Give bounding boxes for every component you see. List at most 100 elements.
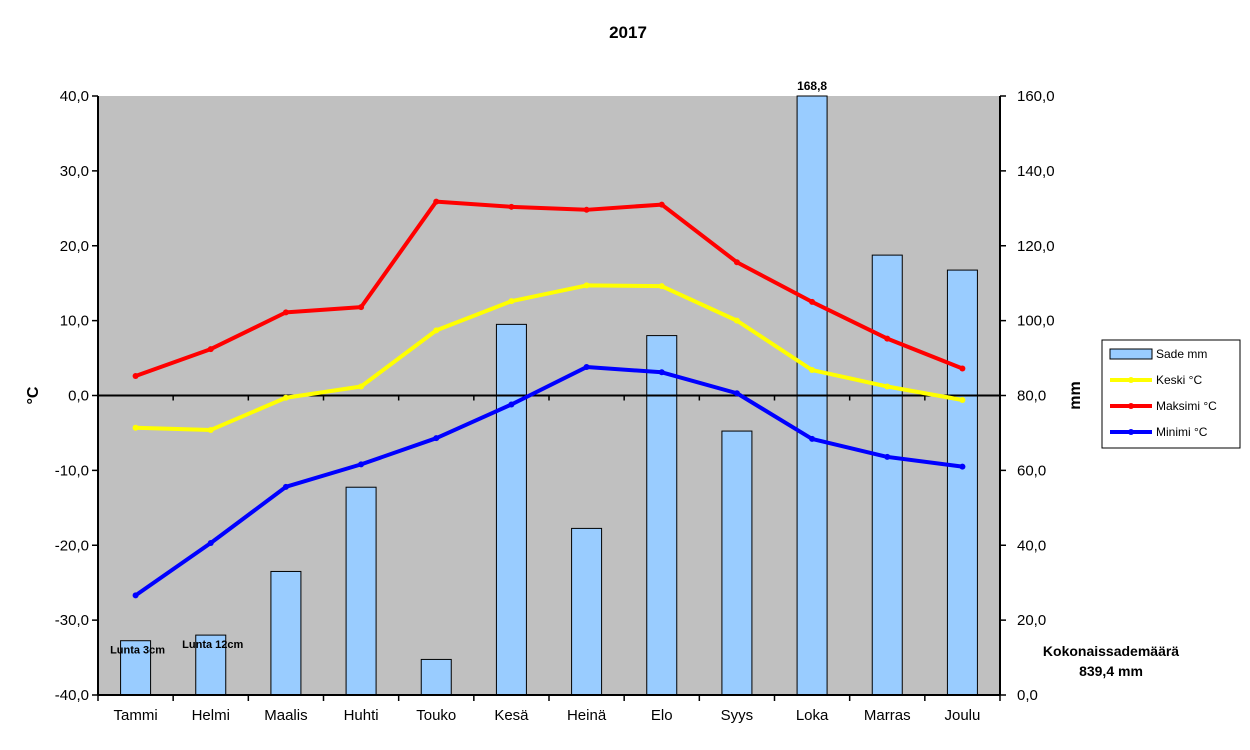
bar-value-label: 168,8	[797, 79, 827, 93]
y-left-tick-label: -30,0	[55, 612, 89, 629]
bar-Huhti	[345, 486, 377, 696]
x-tick-label: Kesä	[494, 707, 529, 724]
y-right-axis-label: mm	[1067, 381, 1084, 409]
y-right-tick-label: 20,0	[1017, 612, 1046, 629]
legend-swatch-marker	[1128, 429, 1134, 435]
point-maksimi	[132, 373, 139, 380]
precipitation-bars	[120, 95, 978, 696]
total-precipitation-value: 839,4 mm	[1079, 663, 1143, 679]
point-minimi	[433, 435, 440, 442]
total-precipitation-label: Kokonaissademäärä	[1043, 643, 1179, 659]
y-left-tick-label: 30,0	[60, 163, 89, 180]
y-left-tick-label: -40,0	[55, 687, 89, 704]
point-maksimi	[433, 198, 440, 205]
legend-swatch-marker	[1128, 377, 1134, 383]
point-keski	[658, 283, 665, 290]
point-maksimi	[583, 206, 590, 213]
point-maksimi	[658, 201, 665, 208]
point-keski	[358, 383, 365, 390]
point-keski	[282, 394, 289, 401]
point-keski	[207, 426, 214, 433]
snow-annotation: Lunta 12cm	[182, 639, 243, 651]
x-tick-label: Elo	[651, 707, 673, 724]
line-maksimi	[134, 199, 964, 378]
point-maksimi	[282, 309, 289, 316]
x-tick-label: Marras	[864, 707, 911, 724]
point-minimi	[809, 435, 816, 442]
y-right-tick-label: 100,0	[1017, 313, 1055, 330]
legend-swatch-marker	[1128, 403, 1134, 409]
point-keski	[959, 396, 966, 403]
y-right-tick-label: 80,0	[1017, 388, 1046, 405]
y-right-tick-label: 120,0	[1017, 238, 1055, 255]
legend-label: Keski °C	[1156, 373, 1202, 387]
y-right-tick-label: 140,0	[1017, 163, 1055, 180]
point-maksimi	[959, 365, 966, 372]
x-tick-label: Joulu	[944, 707, 980, 724]
line-minimi	[134, 365, 963, 598]
point-minimi	[884, 453, 891, 460]
y-right-tick-label: 160,0	[1017, 88, 1055, 105]
x-tick-label: Loka	[796, 707, 829, 724]
point-minimi	[282, 483, 289, 490]
y-left-tick-label: 10,0	[60, 313, 89, 330]
y-left-axis-label: °C	[25, 386, 42, 404]
y-right-tick-label: 0,0	[1017, 687, 1038, 704]
point-keski	[583, 282, 590, 289]
bar-Heinä	[571, 527, 603, 696]
point-minimi	[658, 369, 665, 376]
zero-line-group	[98, 394, 1000, 401]
x-tick-label: Tammi	[113, 707, 157, 724]
point-minimi	[583, 364, 590, 371]
point-minimi	[207, 540, 214, 547]
point-minimi	[733, 390, 740, 397]
x-tick-label: Touko	[416, 707, 456, 724]
point-minimi	[508, 401, 515, 408]
point-minimi	[358, 461, 365, 468]
bar-Helmi	[195, 634, 227, 696]
bar-Elo	[646, 335, 678, 696]
bar-Syys	[721, 430, 753, 696]
x-tick-label: Maalis	[264, 707, 307, 724]
x-tick-label: Huhti	[344, 707, 379, 724]
point-keski	[508, 298, 515, 305]
y-right-tick-label: 60,0	[1017, 462, 1046, 479]
point-maksimi	[358, 304, 365, 311]
point-minimi	[959, 463, 966, 470]
bar-Kesä	[495, 323, 527, 696]
point-maksimi	[733, 259, 740, 266]
y-left-tick-label: 40,0	[60, 88, 89, 105]
legend-label: Maksimi °C	[1156, 399, 1217, 413]
chart-title: 2017	[609, 23, 647, 42]
x-tick-label: Syys	[721, 707, 754, 724]
y-left-tick-label: 0,0	[68, 388, 89, 405]
snow-annotation: Lunta 3cm	[110, 645, 165, 657]
annotations: Lunta 3cm Lunta 12cm 168,8	[110, 79, 827, 657]
x-tick-label: Heinä	[567, 707, 607, 724]
point-keski	[809, 367, 816, 374]
y-right-tick-label: 40,0	[1017, 537, 1046, 554]
bar-Marras	[871, 254, 903, 696]
point-maksimi	[884, 335, 891, 342]
legend-label: Minimi °C	[1156, 425, 1208, 439]
axes: 40,0 30,0 20,0 10,0 0,0 -10,0 -20,0 -30,0 -40,0 1…	[55, 88, 1055, 724]
x-tick-label: Helmi	[192, 707, 230, 724]
bar-Touko	[420, 658, 452, 696]
line-keski	[135, 283, 963, 432]
y-left-tick-label: -20,0	[55, 537, 89, 554]
bar-Tammi	[120, 640, 152, 696]
legend-label: Sade mm	[1156, 347, 1207, 361]
legend-swatch-bar	[1109, 348, 1153, 360]
point-minimi	[132, 592, 139, 599]
point-keski	[884, 383, 891, 390]
point-maksimi	[508, 203, 515, 210]
y-left-tick-label: -10,0	[55, 462, 89, 479]
bar-Joulu	[946, 269, 978, 696]
legend: Sade mm Keski °C Maksimi °C Minimi °C	[1101, 339, 1241, 449]
y-left-tick-label: 20,0	[60, 238, 89, 255]
point-keski	[733, 317, 740, 324]
temperature-lines	[132, 198, 966, 599]
bar-Maalis	[270, 570, 302, 696]
point-keski	[132, 424, 139, 431]
point-keski	[433, 327, 440, 334]
